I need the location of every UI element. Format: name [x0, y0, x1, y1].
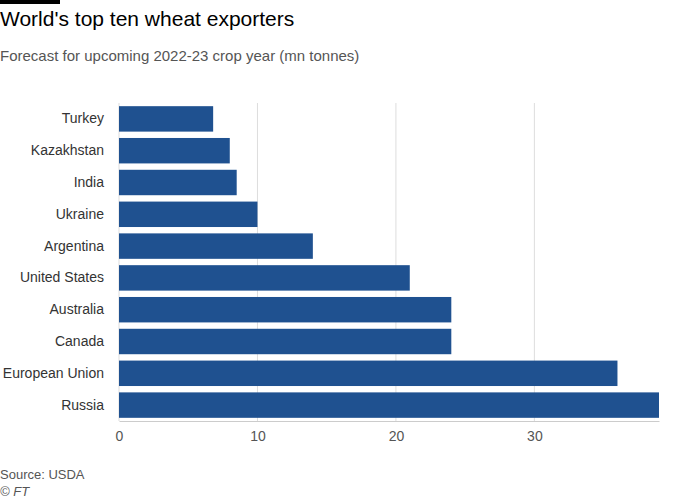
title: World's top ten wheat exporters: [0, 7, 294, 30]
y-tick: Russia: [61, 397, 104, 413]
x-tick: 10: [250, 421, 266, 444]
bar: [119, 202, 257, 227]
x-tick: 20: [389, 421, 405, 444]
bar: [119, 265, 410, 290]
y-tick-label: Australia: [50, 301, 105, 317]
y-tick-label: Argentina: [44, 238, 104, 254]
bar: [119, 138, 230, 163]
source: Source: USDA: [0, 467, 85, 482]
y-tick: India: [74, 174, 105, 190]
y-tick-label: Ukraine: [56, 206, 104, 222]
decoration-bar: [0, 0, 60, 4]
y-tick-label: Kazakhstan: [31, 142, 104, 158]
bar: [119, 361, 617, 386]
bar: [119, 297, 451, 322]
bar: [119, 329, 451, 354]
x-axis-line: [120, 421, 660, 422]
y-tick-label: United States: [20, 269, 104, 285]
plot: 0 10 20 30 Turkey Kazakhstan India Ukraine Argen…: [3, 103, 660, 444]
y-tick-label: Canada: [55, 333, 104, 349]
x-axis: 0 10 20 30: [116, 421, 660, 444]
y-tick-label: Turkey: [62, 110, 104, 126]
y-tick-label: European Union: [3, 365, 104, 381]
bar: [119, 392, 659, 417]
x-tick-label: 30: [527, 428, 543, 444]
y-tick: Australia: [50, 301, 105, 317]
x-tick-label: 20: [389, 428, 405, 444]
y-tick: United States: [20, 269, 104, 285]
x-tick-label: 10: [250, 428, 266, 444]
y-tick: Argentina: [44, 238, 104, 254]
y-tick-label: Russia: [61, 397, 104, 413]
y-tick: Ukraine: [56, 206, 104, 222]
y-tick: Turkey: [62, 110, 104, 126]
bar: [119, 106, 213, 131]
bar: [119, 233, 313, 258]
x-tick-label: 0: [116, 428, 124, 444]
x-tick: 0: [116, 421, 124, 444]
y-axis: Turkey Kazakhstan India Ukraine Argentina Uni…: [3, 110, 104, 412]
chart: World's top ten wheat exporters Forecast …: [0, 0, 700, 500]
y-tick: Canada: [55, 333, 104, 349]
y-tick-label: India: [74, 174, 105, 190]
y-tick: Kazakhstan: [31, 142, 104, 158]
x-tick: 30: [527, 421, 543, 444]
bars: [119, 106, 659, 418]
credit: © FT: [0, 484, 30, 499]
y-tick: European Union: [3, 365, 104, 381]
bar: [119, 170, 237, 195]
subtitle: Forecast for upcoming 2022-23 crop year …: [0, 47, 359, 64]
